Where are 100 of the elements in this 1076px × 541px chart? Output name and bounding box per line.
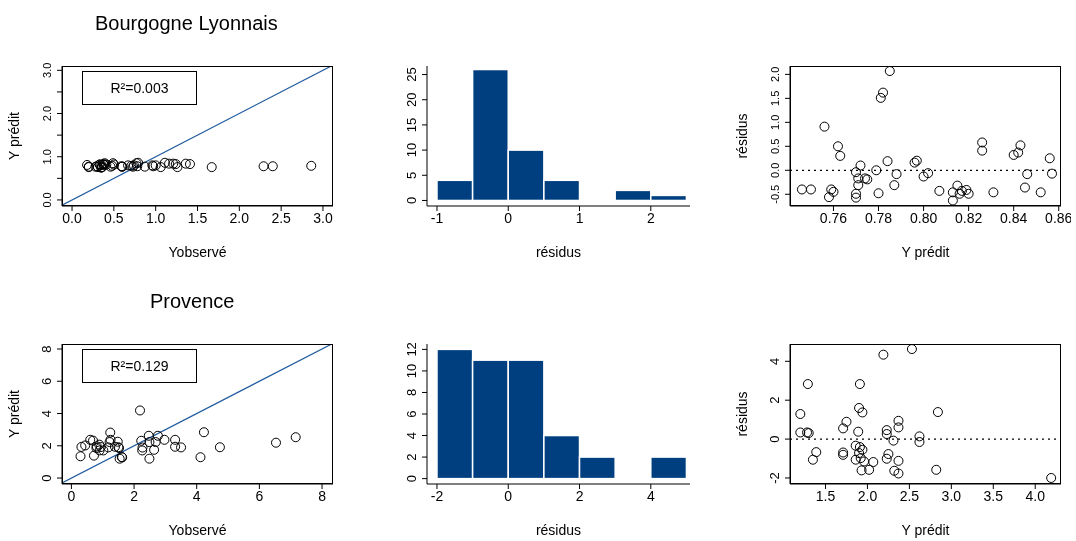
point (214, 442, 225, 453)
point (1015, 140, 1026, 151)
point (864, 464, 875, 475)
point (889, 465, 900, 476)
point (893, 415, 904, 426)
point (857, 407, 868, 418)
x-tick-label: 1 (575, 209, 584, 226)
x-axis-title: Yobservé (168, 244, 227, 260)
point (931, 464, 942, 475)
y-tick-label: 8 (404, 388, 419, 397)
x-tick-label: 8 (318, 487, 327, 504)
point (1046, 472, 1057, 483)
x-tick-label: 0 (504, 209, 513, 226)
y-axis-title: résidus (733, 391, 750, 437)
y-tick-label: 0 (404, 475, 419, 483)
point (893, 422, 904, 433)
point (80, 440, 91, 451)
x-axis-title: Y prédit (901, 244, 950, 260)
point (934, 185, 945, 196)
point (881, 425, 892, 436)
x-tick-label: 4 (192, 487, 201, 504)
point (893, 455, 904, 466)
point (835, 150, 846, 161)
x-tick-label: 0.5 (104, 209, 124, 226)
point (884, 66, 895, 77)
x-tick-label: -1 (430, 209, 444, 226)
x-tick-label: 0.82 (955, 209, 983, 226)
point (159, 434, 170, 445)
point (963, 188, 974, 199)
point (1013, 147, 1024, 158)
point (918, 171, 929, 182)
chart-title: Bourgogne Lyonnais (95, 12, 278, 35)
x-tick-label: 0.76 (819, 209, 848, 226)
point (109, 441, 120, 452)
point (195, 452, 206, 463)
point (854, 402, 865, 413)
point (853, 173, 864, 184)
point (854, 379, 865, 390)
y-tick-label: 20 (404, 92, 419, 107)
x-tick-label: 2 (130, 487, 139, 504)
point (914, 431, 925, 442)
y-tick-label: 25 (404, 67, 419, 82)
x-tick-label: 0.80 (909, 209, 938, 226)
x-tick-label: 0.84 (1000, 209, 1028, 226)
point (838, 423, 849, 434)
point (1008, 149, 1019, 160)
point (152, 430, 163, 441)
point (947, 195, 958, 206)
x-tick-label: 2.0 (857, 487, 878, 504)
y-axis-title: Y prédit (5, 111, 22, 160)
point (947, 187, 958, 198)
point (270, 437, 281, 448)
point (889, 180, 900, 191)
x-tick-label: 1.0 (145, 209, 166, 226)
point (802, 379, 813, 390)
point (136, 435, 147, 446)
y-tick-label: 0.5 (769, 138, 781, 154)
x-tick-label: 0.0 (62, 209, 82, 226)
y-tick-label: 2.0 (769, 66, 781, 83)
text-box: R²=0.129 (82, 349, 197, 383)
y-tick-label: 1.5 (769, 90, 781, 107)
x-tick-label: 1.5 (187, 209, 208, 226)
point (988, 187, 999, 198)
point (144, 453, 155, 464)
point (893, 468, 904, 479)
x-axis-title: Y prédit (901, 522, 950, 538)
y-tick-label: 1.0 (41, 149, 53, 165)
x-tick-label: 2.5 (899, 487, 920, 504)
point (961, 184, 972, 195)
point (850, 440, 861, 451)
y-tick-label: 4 (767, 357, 782, 365)
y-axis-title: Y prédit (5, 389, 22, 438)
point (75, 451, 86, 462)
point (88, 450, 99, 461)
point (1022, 169, 1033, 180)
y-tick-label: 0 (404, 196, 419, 205)
x-tick-label: 3.5 (983, 487, 1004, 504)
point (112, 436, 123, 447)
point (851, 167, 861, 178)
x-tick-label: 6 (255, 487, 264, 504)
x-axis-title: Yobservé (168, 522, 227, 538)
y-tick-label: 0 (767, 435, 782, 443)
point (135, 405, 146, 416)
y-tick-label: 0.0 (769, 162, 781, 178)
point (875, 92, 886, 103)
x-axis-title: résidus (535, 522, 582, 538)
point (290, 432, 301, 443)
point (832, 141, 843, 152)
point (859, 456, 870, 467)
point (881, 453, 892, 464)
x-tick-label: 2.0 (229, 209, 250, 226)
point (851, 192, 861, 203)
point (854, 448, 865, 459)
y-tick-label: 2.0 (41, 105, 53, 122)
point (883, 449, 894, 460)
y-tick-label: 3.0 (41, 62, 53, 78)
y-tick-label: 0 (39, 474, 54, 482)
x-axis-title: résidus (535, 244, 582, 260)
point (76, 441, 87, 452)
annotation: R²=0.003 (110, 80, 169, 96)
